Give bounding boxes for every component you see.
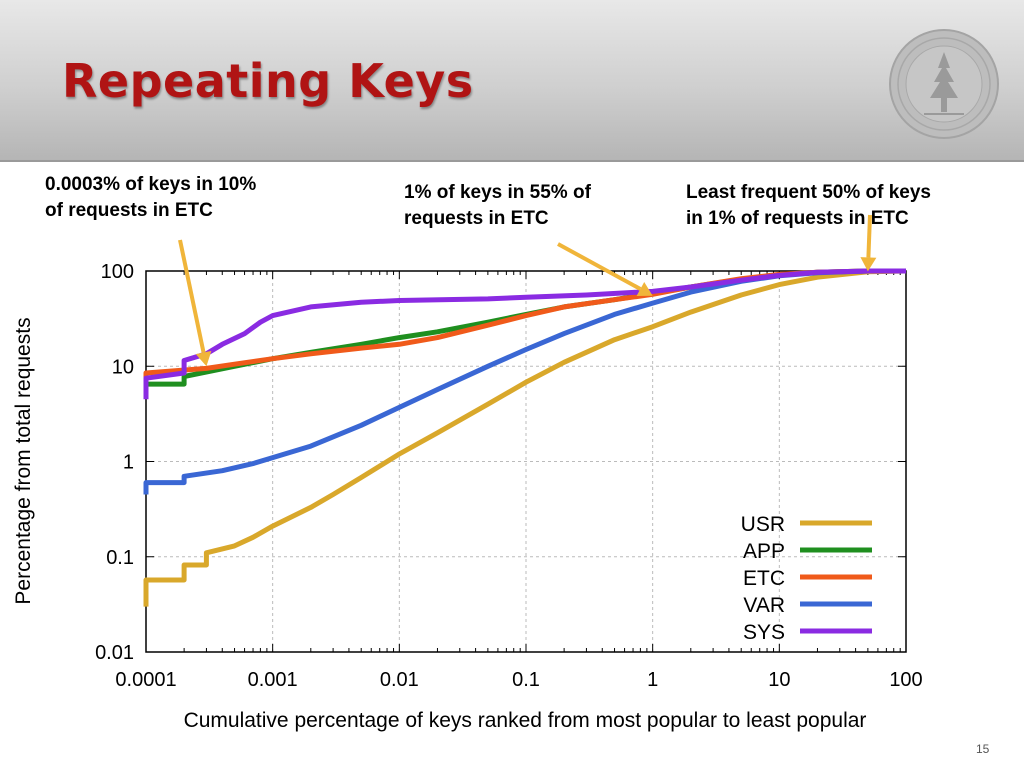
chart-grid <box>146 271 906 652</box>
annotation-least-frequent: Least frequent 50% of keys in 1% of requ… <box>686 182 931 229</box>
annotation-rare-keys: 0.0003% of keys in 10% of requests in ET… <box>45 174 257 221</box>
y-axis-label: Percentage from total requests <box>12 317 35 604</box>
slide-number: 15 <box>976 742 990 756</box>
x-tick-label: 0.0001 <box>115 669 176 691</box>
y-tick-label: 10 <box>112 356 134 378</box>
x-tick-label: 0.001 <box>248 669 298 691</box>
series-line-usr <box>143 268 907 607</box>
slide-title: Repeating Keys <box>62 54 474 108</box>
annotation-arrow-shaft <box>557 242 642 291</box>
y-tick-label: 0.1 <box>106 547 134 569</box>
axis-ticks: 0.0001 0.001 0.01 0.1 1 10 100 0.01 0.1 1 10 100 <box>95 261 923 691</box>
annotation-arrow-head <box>195 350 212 367</box>
y-tick-label: 0.01 <box>95 642 134 664</box>
x-axis-label: Cumulative percentage of keys ranked fro… <box>184 709 867 732</box>
x-tick-label: 0.1 <box>512 669 540 691</box>
annotation-one-percent: 1% of keys in 55% of requests in ETC <box>404 182 591 229</box>
series-line-sys <box>143 268 906 400</box>
x-tick-label: 100 <box>889 669 922 691</box>
x-tick-label: 10 <box>768 669 790 691</box>
x-tick-label: 1 <box>647 669 658 691</box>
annotation-arrow-shaft <box>866 214 872 258</box>
legend-label-usr: USR <box>741 513 785 536</box>
y-tick-label: 100 <box>101 261 134 283</box>
annotation-arrow-head <box>636 281 653 297</box>
legend-label-sys: SYS <box>743 621 785 644</box>
annotation-arrow-head <box>860 257 877 272</box>
legend-label-app: APP <box>743 540 785 563</box>
annotation-arrow-shaft <box>178 239 206 353</box>
legend-label-etc: ETC <box>743 567 785 590</box>
legend-label-var: VAR <box>743 594 785 617</box>
annotation-arrows <box>178 214 877 367</box>
chart-legend: USR APP ETC VAR SYS <box>741 513 872 644</box>
slide-header: Repeating Keys <box>0 0 1024 162</box>
university-seal-icon <box>889 29 999 139</box>
chart-series <box>143 268 907 607</box>
x-tick-label: 0.01 <box>380 669 419 691</box>
y-tick-label: 1 <box>123 452 134 474</box>
